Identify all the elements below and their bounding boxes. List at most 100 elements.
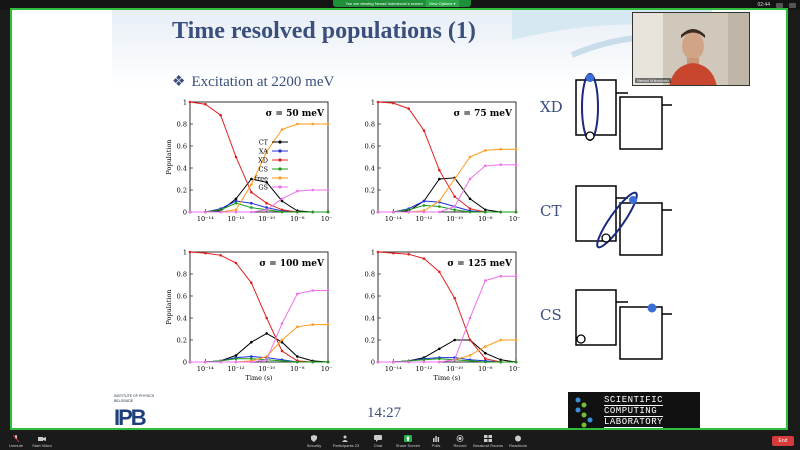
- data-point-free: [484, 149, 487, 152]
- y-tick-label: 0.4: [177, 165, 187, 173]
- data-point-ct: [296, 355, 299, 358]
- end-meeting-button[interactable]: End: [772, 436, 794, 446]
- data-point-xd: [204, 251, 207, 255]
- data-point-gs: [392, 210, 395, 214]
- bullet-diamond-icon: ❖: [172, 74, 186, 90]
- unmute-button[interactable]: Unmute: [0, 435, 32, 448]
- data-point-gs: [188, 360, 192, 364]
- y-tick-label: 0.4: [365, 315, 375, 323]
- chat-button[interactable]: Chat: [362, 435, 394, 448]
- scl-line-3: LABORATORY: [604, 416, 664, 428]
- data-point-gs: [514, 274, 518, 278]
- y-tick-label: 0.2: [365, 337, 375, 345]
- plot-frame: [189, 101, 329, 213]
- data-point-gs: [188, 210, 192, 214]
- data-point-free: [514, 148, 518, 151]
- data-point-gs: [438, 360, 441, 364]
- data-point-xd: [265, 201, 268, 205]
- data-point-xd: [204, 102, 207, 106]
- x-tick-label: 10⁻¹⁴: [385, 365, 402, 373]
- breakout-rooms-button[interactable]: Breakout Rooms: [472, 435, 504, 448]
- data-point-gs: [296, 292, 299, 296]
- participants-count: 23: [354, 443, 360, 448]
- plot-title: σ = 50 meV: [266, 109, 325, 119]
- chat-label: Chat: [373, 443, 383, 448]
- schematic-xd: [575, 73, 672, 150]
- data-point-gs: [250, 360, 253, 364]
- data-point-cs: [422, 358, 426, 362]
- x-tick-label: 10⁻⁸: [478, 215, 493, 223]
- record-button[interactable]: Record: [444, 435, 476, 448]
- series-line-cs: [190, 358, 328, 363]
- data-point-free: [250, 183, 253, 186]
- view-toggle-icon[interactable]: [776, 2, 783, 8]
- security-button[interactable]: Security: [298, 435, 330, 448]
- data-point-gs: [484, 164, 487, 168]
- x-tick-label: 10⁻¹⁴: [197, 215, 214, 223]
- plot-svg: 0 0.2 0.4 0.6 0.8 1 10⁻¹⁴ 10⁻¹² 10⁻¹⁰ 10⁻⁸ 10⁻⁶ σ =…: [365, 99, 520, 224]
- data-point-free: [326, 323, 330, 326]
- share-banner: You are viewing Nenad Vukmirovic's scree…: [333, 0, 471, 7]
- view-options-button[interactable]: View Options ▾: [425, 0, 459, 7]
- record-label: Record: [453, 443, 467, 448]
- polls-button[interactable]: Polls: [420, 435, 452, 448]
- data-point-cs: [499, 360, 502, 364]
- data-point-gs: [468, 316, 472, 320]
- data-point-cs: [407, 208, 410, 212]
- video-camera-icon: [38, 437, 46, 441]
- series-line-xd: [377, 251, 516, 363]
- data-point-cs: [280, 210, 284, 214]
- data-point-ct: [438, 177, 441, 181]
- data-point-gs: [499, 163, 502, 166]
- data-point-cs: [296, 210, 299, 214]
- share-screen-label: Share Screen: [395, 443, 421, 448]
- y-tick-label: 1: [371, 249, 375, 257]
- fullscreen-icon[interactable]: [789, 2, 796, 8]
- data-point-ct: [438, 347, 441, 351]
- breakout-rooms-label: Breakout Rooms: [473, 443, 503, 448]
- microphone-muted-icon: [12, 435, 20, 442]
- series-line-cs: [378, 358, 516, 363]
- data-point-xa: [250, 355, 253, 358]
- share-screen-button[interactable]: Share Screen: [392, 435, 424, 448]
- data-point-xd: [250, 190, 253, 194]
- participant-video[interactable]: Nenad Vukmirovic: [632, 12, 750, 86]
- data-point-xa: [234, 199, 238, 203]
- data-point-gs: [422, 210, 426, 214]
- start-video-button[interactable]: Start Video: [26, 435, 58, 448]
- y-tick-label: 0.6: [365, 143, 375, 151]
- y-tick-label: 0.4: [365, 165, 375, 173]
- slide-clock: 14:27: [367, 405, 402, 421]
- data-point-gs: [311, 188, 314, 192]
- shared-screen: Time resolved populations (1) ❖ Excitatio…: [10, 8, 788, 430]
- data-point-xd: [407, 252, 410, 256]
- reactions-button[interactable]: Reactions: [502, 435, 534, 448]
- data-point-gs: [296, 189, 299, 193]
- data-point-xd: [188, 250, 192, 254]
- data-point-xd: [234, 261, 238, 265]
- population-plot-3: 0 0.2 0.4 0.6 0.8 1 10⁻¹⁴ 10⁻¹² 10⁻¹⁰ 10⁻⁸ 10⁻⁶ Pop…: [164, 248, 332, 383]
- ipb-logo-line-1: INSTITUTE OF PHYSICS: [114, 394, 155, 398]
- data-point-gs: [219, 210, 222, 214]
- series-line-gs: [190, 290, 328, 363]
- share-screen-icon: [404, 435, 412, 442]
- plot-svg: 0 0.2 0.4 0.6 0.8 1 10⁻¹⁴ 10⁻¹² 10⁻¹⁰ 10⁻⁸ 10⁻⁶ Pop…: [165, 99, 332, 224]
- y-tick-label: 0.8: [365, 271, 375, 279]
- schematic-label-ct: CT: [540, 202, 562, 220]
- data-point-gs: [204, 360, 207, 364]
- data-point-cs: [311, 210, 314, 214]
- data-point-xd: [468, 338, 472, 342]
- y-tick-label: 0: [371, 209, 375, 217]
- data-point-gs: [234, 210, 238, 214]
- y-tick-label: 0.2: [365, 187, 375, 195]
- data-point-gs: [499, 274, 502, 278]
- presentation-slide: Time resolved populations (1) ❖ Excitatio…: [112, 10, 712, 428]
- data-point-cs: [326, 210, 330, 214]
- series-line-cs: [190, 202, 328, 213]
- legend-marker-free: [278, 176, 282, 180]
- data-point-gs: [219, 360, 222, 364]
- schematic-cs: [575, 289, 672, 360]
- data-point-cs: [219, 208, 222, 212]
- data-point-xd: [392, 101, 395, 105]
- participants-button[interactable]: Participants 23: [330, 435, 362, 448]
